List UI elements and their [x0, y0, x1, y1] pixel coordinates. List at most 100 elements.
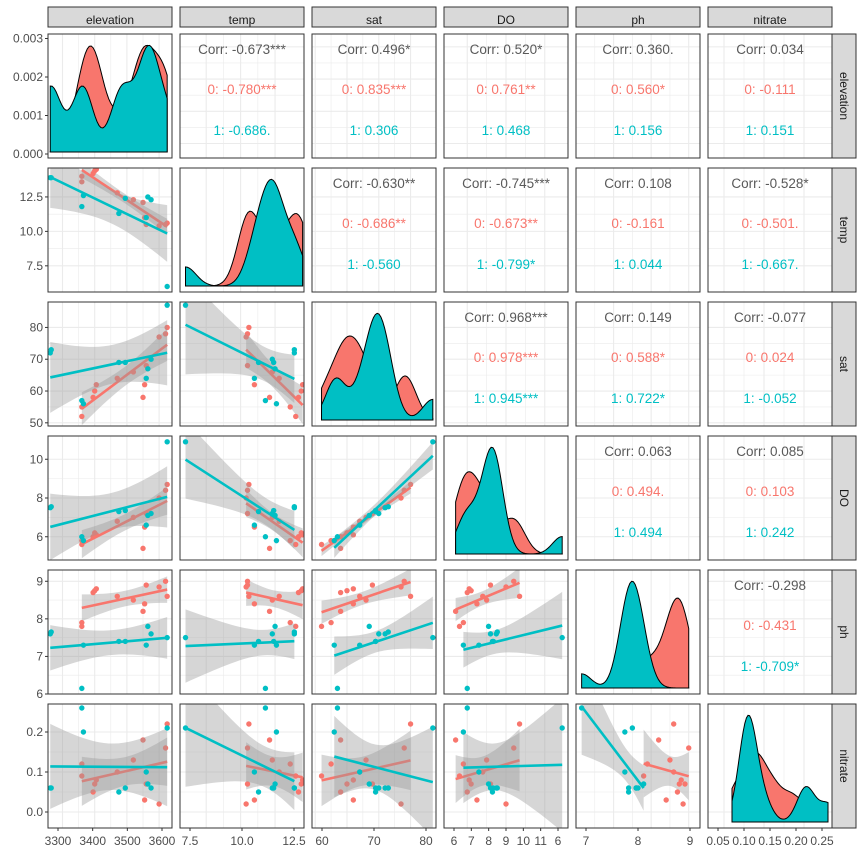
panel-nitrate-DO	[443, 703, 569, 829]
scatter-point-group1	[372, 638, 379, 645]
panel-border	[47, 33, 173, 159]
tick-label: 7	[468, 834, 475, 848]
scatter-point-group1	[116, 210, 122, 217]
scatter-point-group1	[366, 512, 372, 519]
regression-line-group1	[184, 726, 295, 783]
corr-group0-temp-sat: 0: -0.686**	[342, 216, 407, 231]
regression-line-group0	[245, 502, 304, 544]
tick-label: 3300	[45, 834, 72, 848]
scatter-point-group0	[79, 413, 85, 420]
scatter-point-group1	[182, 725, 189, 731]
scatter-point-group1	[331, 537, 337, 544]
scatter-point-group0	[93, 168, 100, 173]
panel-border	[707, 33, 833, 159]
scatter-point-group0	[299, 586, 304, 592]
panel-DO-temp	[179, 435, 305, 561]
corr-group0-temp-ph: 0: -0.161	[611, 216, 664, 231]
scatter-point-group0	[350, 586, 357, 592]
scatter-point-group0	[337, 608, 344, 615]
scatter-point-group1	[251, 522, 258, 528]
scatter-point-group0	[466, 586, 472, 592]
regression-line-group1	[50, 765, 168, 769]
corr-overall-elevation-temp: Corr: -0.673***	[198, 42, 287, 57]
scatter-point-group1	[494, 629, 500, 635]
tick-label: 3600	[149, 834, 176, 848]
scatter-point-group0	[328, 761, 334, 767]
panel-ph-elevation	[47, 569, 173, 695]
scatter-point-group1	[145, 623, 151, 630]
scatter-point-group1	[255, 508, 262, 515]
scatter-point-group0	[90, 789, 96, 795]
tick-label: 7.5	[26, 259, 43, 273]
panel-background	[312, 34, 436, 158]
scatter-point-group0	[164, 721, 170, 727]
panel-border	[179, 435, 305, 561]
scatter-point-group1	[143, 522, 149, 528]
scatter-point-group0	[162, 487, 169, 493]
density-group1-temp	[185, 178, 304, 287]
scatter-point-group1	[48, 504, 54, 510]
panel-background	[180, 34, 304, 158]
panel-border	[443, 435, 569, 561]
corr-overall-DO-ph: Corr: 0.063	[604, 444, 672, 459]
corr-group0-elevation-nitrate: 0: -0.111	[744, 82, 795, 97]
panel-ph-DO	[443, 569, 569, 695]
strip-top-label-temp: temp	[229, 13, 256, 27]
tick-label: 0.000	[13, 147, 43, 161]
regression-line-group1	[184, 458, 296, 532]
scatter-point-group0	[269, 597, 276, 603]
scatter-point-group1	[251, 642, 258, 648]
panel-border	[443, 33, 569, 159]
tick-label: 9	[687, 834, 694, 848]
scatter-point-group1	[487, 631, 494, 637]
tick-label: 0.0	[26, 805, 43, 819]
scatter-point-group1	[334, 534, 341, 540]
scatter-point-group0	[143, 582, 149, 588]
scatter-point-group1	[376, 631, 382, 637]
scatter-point-group0	[293, 413, 299, 420]
scatter-point-group1	[485, 623, 492, 630]
scatter-point-group0	[246, 593, 252, 600]
scatter-point-group0	[244, 510, 251, 517]
bottom-axis-ph: 7 8 9	[583, 828, 694, 848]
scatter-point-group0	[682, 781, 688, 787]
scatter-point-group0	[164, 324, 170, 331]
panel-border	[47, 167, 173, 293]
tick-label: 7.5	[182, 834, 199, 848]
scatter-point-group0	[503, 801, 509, 807]
scatter-point-group0	[246, 721, 252, 727]
scatter-point-group0	[295, 534, 302, 540]
scatter-point-group0	[114, 593, 120, 600]
scatter-point-group0	[244, 331, 251, 337]
scatter-point-group0	[251, 797, 258, 803]
scatter-point-group0	[266, 394, 273, 401]
strip-top-label-DO: DO	[497, 13, 515, 27]
panel-border	[47, 569, 173, 695]
scatter-point-group0	[363, 757, 369, 763]
scatter-point-group0	[337, 737, 344, 743]
scatter-point-group1	[476, 642, 482, 648]
regression-line-group0	[455, 758, 520, 781]
scatter-point-group0	[344, 587, 350, 594]
strip-top-elevation	[47, 6, 173, 28]
scatter-point-group0	[686, 745, 692, 751]
scatter-point-group0	[140, 545, 146, 552]
panel-border	[443, 167, 569, 293]
scatter-point-group1	[291, 629, 298, 635]
corr-group1-elevation-nitrate: 1: 0.151	[746, 123, 795, 138]
panel-border	[575, 167, 701, 293]
regression-line-group1	[580, 705, 645, 789]
panel-background	[312, 168, 436, 292]
scatter-point-group1	[148, 631, 154, 637]
scatter-point-group1	[80, 192, 87, 199]
scatter-point-group1	[559, 634, 565, 641]
bottom-axis-nitrate: 0.05 0.10 0.15 0.20 0.25	[706, 828, 834, 848]
panel-nitrate-elevation	[47, 703, 173, 829]
scatter-point-group0	[244, 745, 251, 751]
tick-label: 8	[36, 491, 43, 505]
scatter-point-group1	[578, 705, 585, 711]
tick-label: 6	[451, 834, 458, 848]
scatter-point-group0	[266, 608, 273, 615]
corr-group0-elevation-temp: 0: -0.780***	[207, 82, 277, 97]
